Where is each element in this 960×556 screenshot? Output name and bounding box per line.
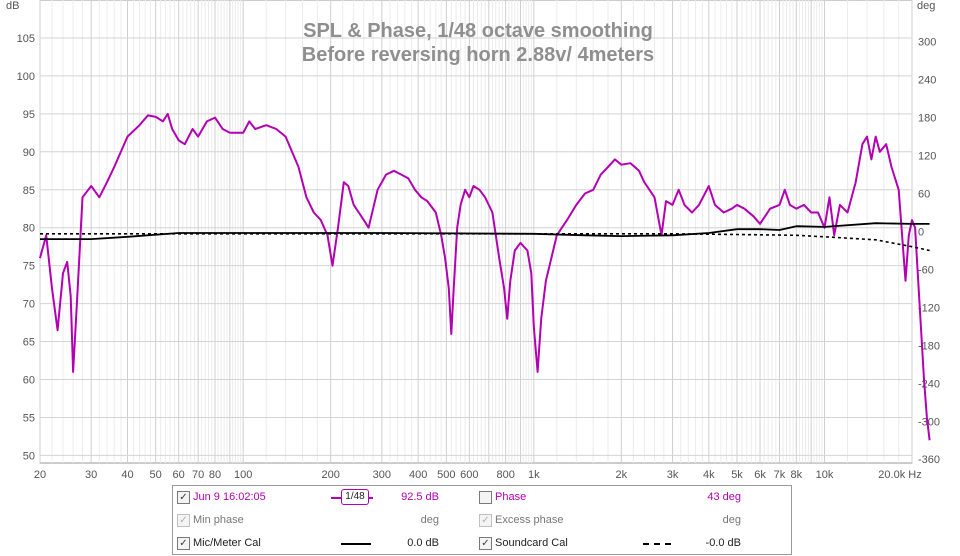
x-tick-label: 7k (774, 469, 786, 481)
x-tick-label: 100 (234, 469, 252, 481)
x-tick-label: 4k (703, 469, 715, 481)
x-tick-label: 3k (667, 469, 679, 481)
y-left-tick-label: 65 (23, 337, 35, 349)
soundcard-cal-checkbox[interactable]: ✓ (479, 537, 492, 550)
x-tick-label: 6k (754, 469, 766, 481)
phase-label: Phase (495, 491, 527, 503)
y-right-tick-label: -60 (918, 264, 934, 276)
legend-row-min-phase: ✓ Min phase deg ✓ Excess phase deg (173, 511, 791, 531)
measurement-name: Jun 9 16:02:05 (193, 491, 266, 503)
y-right-tick-label: -360 (918, 454, 940, 466)
y-right-tick-label: 180 (918, 113, 936, 125)
soundcard-cal-value: -0.0 dB (705, 537, 741, 549)
excess-phase-checkbox[interactable]: ✓ (479, 514, 492, 527)
x-tick-label: 70 (192, 469, 204, 481)
y-right-tick-label: -120 (918, 302, 940, 314)
chart-subtitle: Before reversing horn 2.88v/ 4meters (302, 44, 654, 66)
plot-frame (39, 0, 913, 464)
x-tick-label: 500 (437, 469, 455, 481)
y-left-tick-label: 85 (23, 185, 35, 197)
smoothing-badge[interactable]: 1/48 (341, 489, 369, 505)
y-right-tick-label: -240 (918, 378, 940, 390)
y-right-tick-label: 0 (918, 227, 924, 239)
x-tick-label: 400 (409, 469, 427, 481)
x-tick-label: 600 (460, 469, 478, 481)
mic-cal-checkbox[interactable]: ✓ (177, 537, 190, 550)
y-left-tick-label: 105 (17, 33, 35, 45)
chart-title: SPL & Phase, 1/48 octave smoothing (303, 20, 653, 42)
y-right-tick-label: 240 (918, 75, 936, 87)
x-tick-label: 300 (373, 469, 391, 481)
y-left-tick-label: 90 (23, 147, 35, 159)
mic-cal-label: Mic/Meter Cal (193, 537, 261, 549)
series-line-soundcard-cal (40, 233, 930, 252)
y-left-tick-label: 95 (23, 109, 35, 121)
left-axis: 50 55 60 65 70 75 80 85 90 95 100 105 (17, 33, 35, 462)
soundcard-cal-line-swatch (643, 543, 671, 545)
x-tick-label: 30 (85, 469, 97, 481)
y-left-tick-label: 80 (23, 223, 35, 235)
x-tick-label: 200 (321, 469, 339, 481)
mic-cal-line-swatch (341, 543, 371, 545)
x-tick-label: 5k (731, 469, 743, 481)
series-line-jun-9-16-02-05 (39, 112, 931, 441)
right-axis-unit: deg (917, 0, 935, 12)
y-right-tick-label: 300 (918, 37, 936, 49)
x-axis: 20 30 40 50 60 70 80 100 200 300 400 500 600 800 1k 2k 3… (34, 469, 922, 481)
legend-panel: ✓ Jun 9 16:02:05 1/48 92.5 dB Phase 43 d… (172, 485, 792, 555)
x-tick-label: 60 (173, 469, 185, 481)
mic-cal-value: 0.0 dB (407, 537, 439, 549)
x-tick-label: 50 (150, 469, 162, 481)
grid (39, 0, 913, 464)
series-layer (39, 112, 931, 441)
excess-phase-unit: deg (722, 514, 741, 526)
y-left-tick-label: 50 (23, 450, 35, 462)
left-axis-unit: dB (6, 0, 19, 12)
x-tick-label: 10k (816, 469, 834, 481)
min-phase-checkbox[interactable]: ✓ (177, 514, 190, 527)
right-axis: -360 -300 -240 -180 -120 -60 0 60 120 180 240 300 (918, 37, 940, 466)
measurement-checkbox[interactable]: ✓ (177, 491, 190, 504)
y-right-tick-label: -180 (918, 340, 940, 352)
x-tick-label: 2k (616, 469, 628, 481)
measurement-line-swatch-right (369, 497, 373, 499)
y-left-tick-label: 55 (23, 412, 35, 424)
y-left-tick-label: 75 (23, 261, 35, 273)
x-tick-label: 20.0k Hz (878, 469, 921, 481)
min-phase-unit: deg (420, 514, 439, 526)
x-tick-label: 80 (209, 469, 221, 481)
x-tick-label: 20 (34, 469, 46, 481)
y-left-tick-label: 70 (23, 299, 35, 311)
phase-value: 43 deg (707, 491, 741, 503)
phase-checkbox[interactable] (479, 491, 492, 504)
y-left-tick-label: 100 (17, 71, 35, 83)
measurement-value: 92.5 dB (401, 491, 439, 503)
y-right-tick-label: 120 (918, 151, 936, 163)
legend-row-cal: ✓ Mic/Meter Cal 0.0 dB ✓ Soundcard Cal -… (173, 534, 791, 554)
legend-row-measurement: ✓ Jun 9 16:02:05 1/48 92.5 dB Phase 43 d… (173, 488, 791, 508)
y-right-tick-label: 60 (918, 189, 930, 201)
x-tick-label: 800 (496, 469, 514, 481)
soundcard-cal-label: Soundcard Cal (495, 537, 568, 549)
y-left-tick-label: 60 (23, 375, 35, 387)
min-phase-label: Min phase (193, 514, 244, 526)
measurement-line-swatch-left (331, 497, 343, 499)
x-tick-label: 40 (121, 469, 133, 481)
y-right-tick-label: -300 (918, 416, 940, 428)
x-tick-label: 1k (528, 469, 540, 481)
x-tick-label: 8k (791, 469, 803, 481)
excess-phase-label: Excess phase (495, 514, 564, 526)
